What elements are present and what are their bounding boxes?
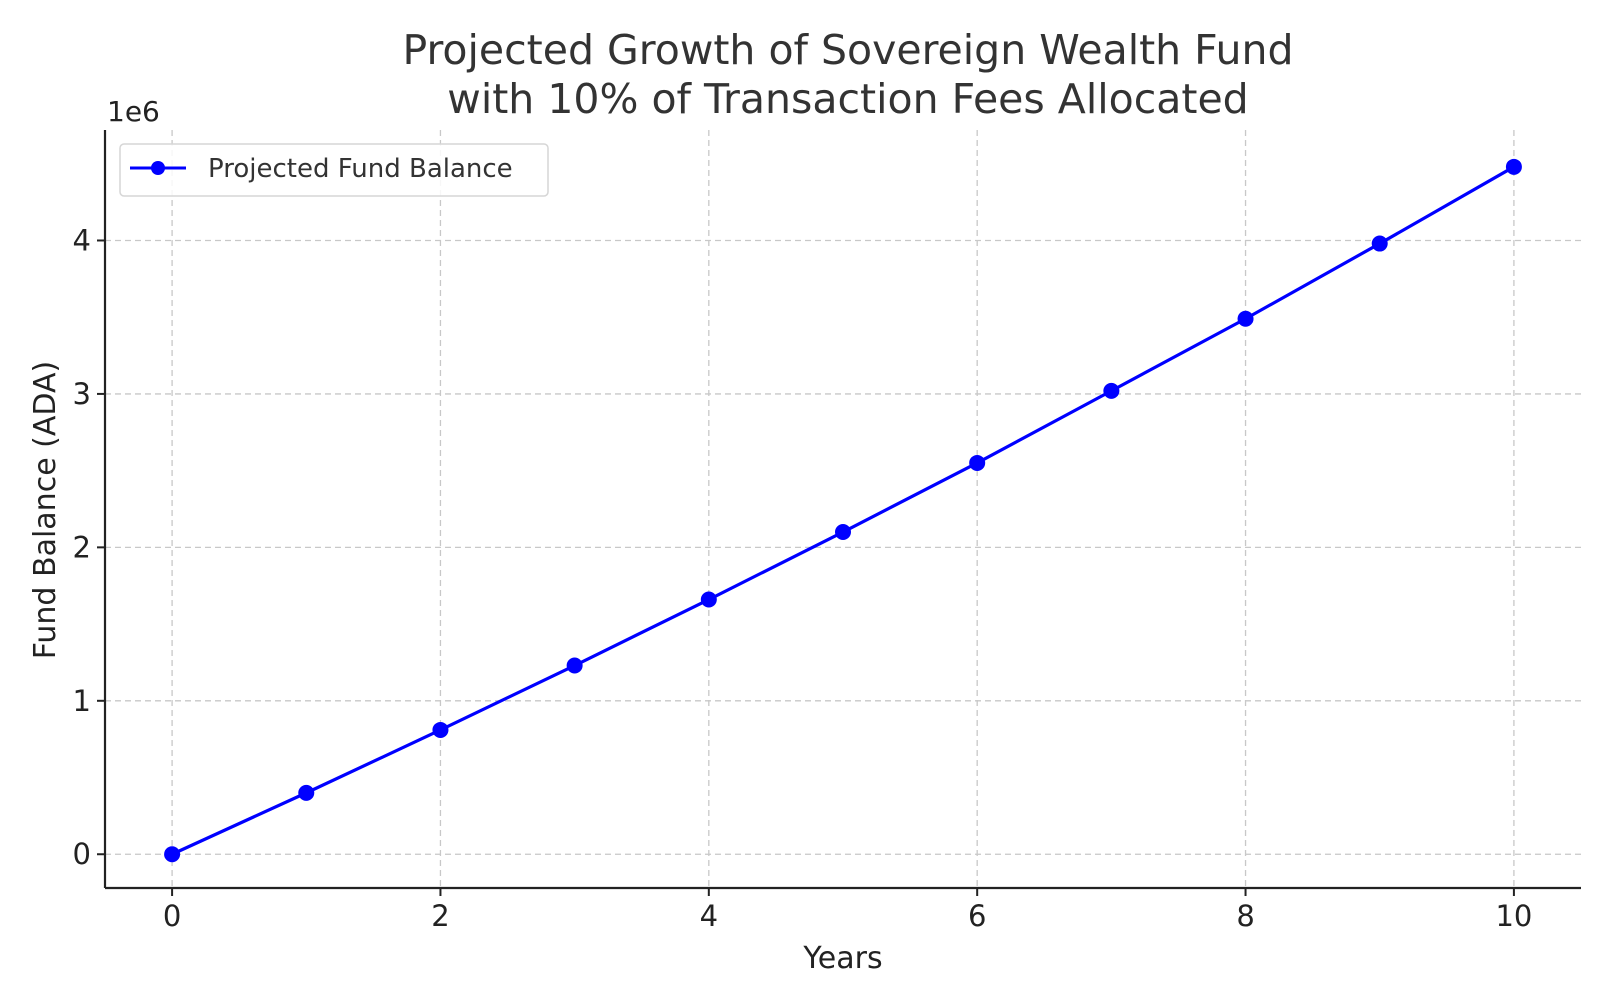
series-line	[171, 165, 1515, 856]
y-tick-label: 3	[73, 377, 91, 411]
data-point	[1103, 382, 1120, 399]
y-axis-label: Fund Balance (ADA)	[28, 361, 63, 659]
x-gridlines	[171, 130, 1515, 888]
chart-title-line-1: Projected Growth of Sovereign Wealth Fun…	[402, 26, 1293, 74]
data-point	[1237, 310, 1254, 327]
y-gridlines	[105, 239, 1581, 855]
x-tick-label: 6	[968, 899, 986, 933]
x-axis-label: Years	[802, 941, 882, 976]
x-tick-label: 2	[431, 899, 449, 933]
y-tick-label: 0	[73, 837, 91, 871]
legend-entry-label: Projected Fund Balance	[208, 154, 513, 184]
data-point	[164, 846, 181, 863]
series-projected-fund-balance	[164, 158, 1522, 863]
data-point	[566, 657, 583, 674]
data-point	[835, 524, 851, 541]
x-tick-label: 4	[700, 899, 718, 933]
y-tick-label: 2	[73, 530, 91, 564]
legend-marker-swatch	[151, 161, 165, 175]
x-tick-label: 10	[1495, 899, 1532, 933]
y-tick-label: 1	[73, 684, 91, 718]
data-point	[432, 721, 449, 738]
y-tick-label: 4	[73, 223, 91, 257]
chart-title-line-2: with 10% of Transaction Fees Allocated	[447, 75, 1248, 123]
data-point	[1505, 158, 1522, 175]
x-tick-label: 8	[1236, 899, 1254, 933]
x-axis-ticks: 0 2 4 6 8 10	[163, 888, 1532, 933]
data-point	[298, 784, 315, 801]
data-point	[700, 591, 717, 608]
legend: Projected Fund Balance	[119, 143, 549, 197]
y-axis-offset-label: 1e6	[107, 95, 160, 128]
data-point	[1371, 235, 1388, 252]
x-tick-label: 0	[163, 899, 181, 933]
legend-frame	[119, 143, 549, 197]
data-point	[969, 454, 986, 471]
y-axis-ticks: 0 1 2 3 4	[73, 223, 105, 871]
